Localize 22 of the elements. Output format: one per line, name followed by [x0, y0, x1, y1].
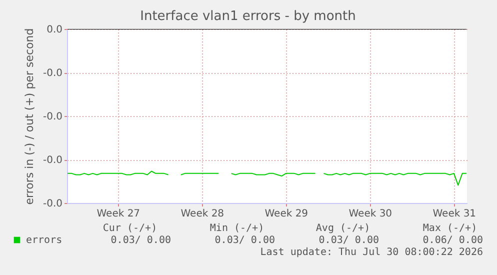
text: 0.03/ 0.00: [110, 235, 171, 246]
y-tick-label: 0.0: [46, 24, 62, 36]
x-tick-label: Week 27: [96, 208, 140, 220]
text: Max (-/+): [422, 223, 478, 234]
text: Avg (-/+): [316, 223, 370, 234]
x-tick-label: Week 30: [348, 208, 392, 220]
x-tick-label: Week 28: [180, 208, 224, 220]
chart-title: Interface vlan1 errors - by month: [140, 9, 356, 24]
y-tick-label: -0.0: [42, 155, 62, 166]
y-tick-label: -0.0: [42, 112, 62, 122]
text: Cur (-/+): [102, 223, 158, 234]
text: 0.06/ 0.00: [422, 235, 483, 246]
legend-label: errors: [26, 235, 62, 246]
text: Min (-/+): [210, 223, 264, 234]
y-tick-label: -0.0: [42, 198, 62, 210]
x-tick-label: Week 31: [432, 208, 476, 220]
text: 0.03/ 0.00: [318, 235, 379, 246]
y-axis-title: errors in (-) / out (+) per second: [22, 28, 36, 205]
text: 0.03/ 0.00: [214, 235, 275, 246]
y-tick-label: -0.0: [42, 68, 62, 79]
x-tick-label: Week 29: [264, 208, 308, 220]
text: Last update: Thu Jul 30 08:00:22 2026: [260, 247, 483, 258]
